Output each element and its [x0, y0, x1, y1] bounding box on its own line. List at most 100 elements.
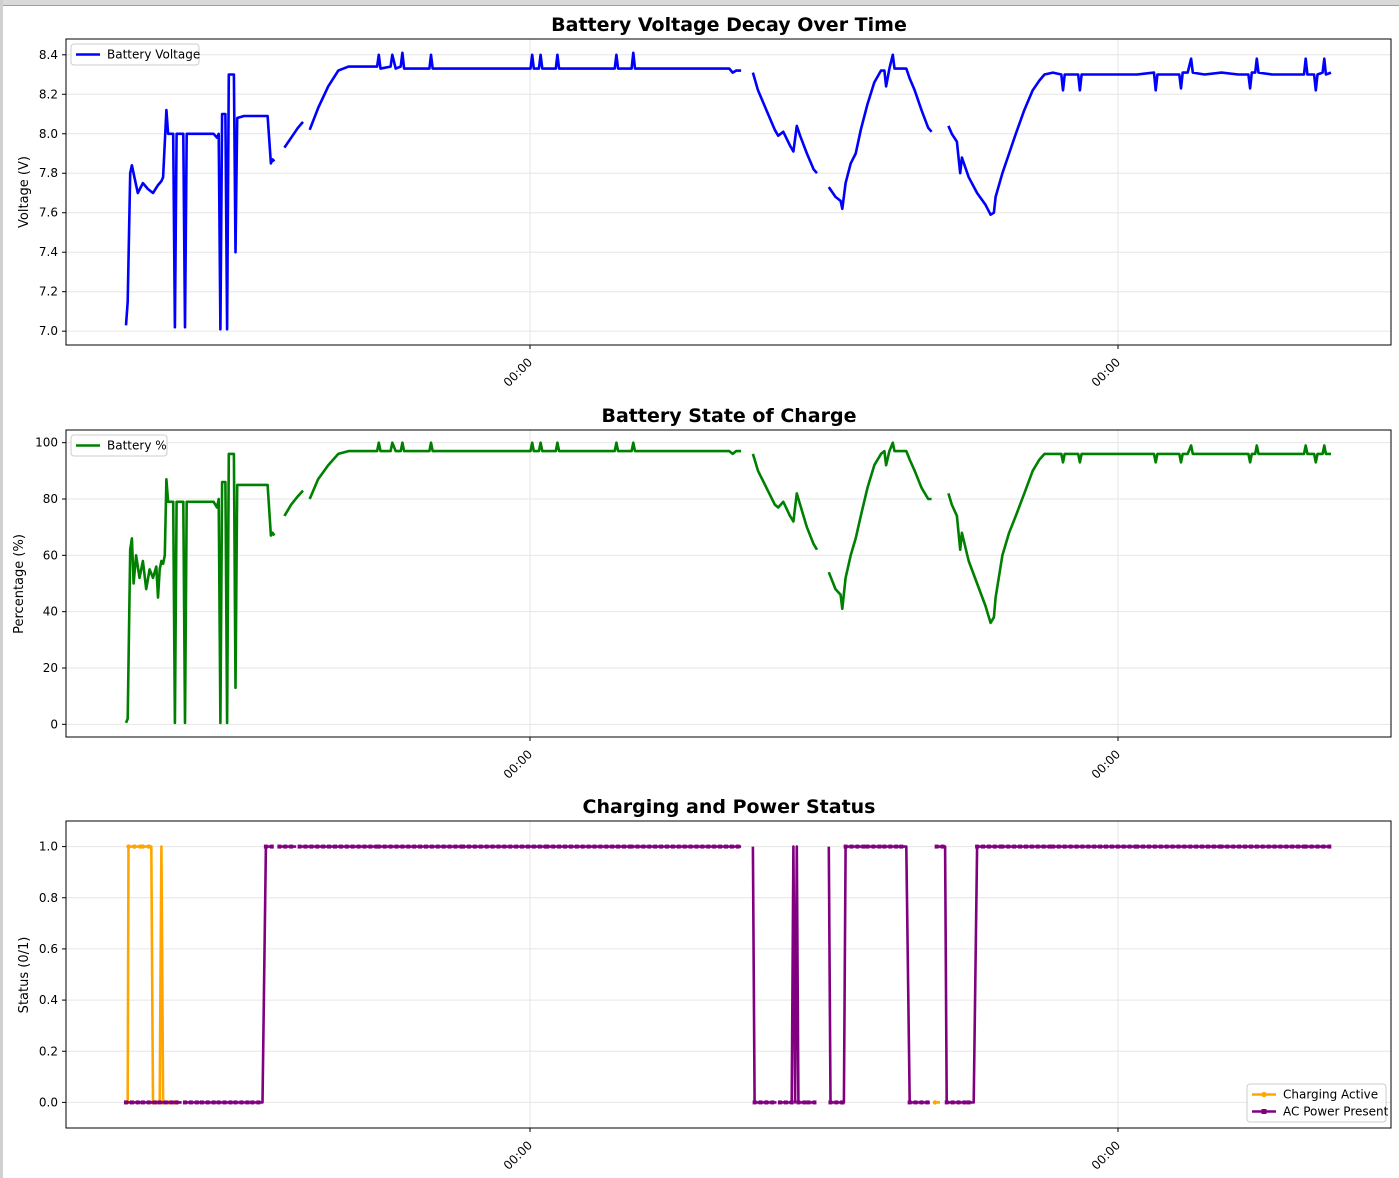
ac-power-present-marker	[412, 844, 417, 849]
ac-power-present-marker	[1194, 844, 1199, 849]
ac-power-present-marker	[344, 844, 349, 849]
ac-power-present-marker	[986, 844, 991, 849]
ac-power-present-marker	[944, 1100, 949, 1105]
battery-line	[124, 452, 276, 725]
ac-power-present-marker	[182, 1100, 187, 1105]
ac-power-present-marker	[394, 844, 399, 849]
ac-power-present-marker	[586, 844, 591, 849]
ac-power-present-marker	[777, 1100, 782, 1105]
window-left-edge	[0, 0, 3, 1178]
ac-power-present-marker	[616, 844, 621, 849]
ac-power-present-marker	[622, 844, 627, 849]
ac-power-present-marker	[368, 844, 373, 849]
ac-power-present-marker	[1023, 844, 1028, 849]
ac-power-present-marker	[1231, 844, 1236, 849]
ac-power-present-marker	[1309, 844, 1314, 849]
ac-power-present-marker	[899, 844, 904, 849]
ac-power-present-marker	[664, 844, 669, 849]
ac-power-present-marker	[849, 844, 854, 849]
ac-power-present-marker	[537, 844, 542, 849]
ac-power-present-marker	[1237, 844, 1242, 849]
soc-y-tick-label: 100	[35, 436, 58, 450]
ac-power-present-marker	[315, 844, 320, 849]
voltage-panel: Battery Voltage Decay Over Time Voltage …	[17, 14, 1392, 390]
ac-power-present-marker	[563, 844, 568, 849]
ac-power-present-marker	[338, 844, 343, 849]
ac-power-present-marker	[568, 844, 573, 849]
ac-power-present-marker	[382, 844, 387, 849]
ac-power-present-marker	[1303, 844, 1308, 849]
battery-voltage-line	[308, 51, 742, 131]
ac-power-present-marker	[1164, 844, 1169, 849]
ac-power-present-marker	[1127, 844, 1132, 849]
ac-power-present-marker	[216, 1100, 221, 1105]
ac-power-present-marker	[940, 844, 945, 849]
voltage-chart-title: Battery Voltage Decay Over Time	[551, 14, 907, 36]
battery-voltage-line	[751, 72, 818, 175]
soc-x-tick-label: 00:00	[1089, 747, 1123, 781]
ac-power-present-marker	[1041, 844, 1046, 849]
ac-power-present-marker	[992, 844, 997, 849]
ac-power-present-marker	[441, 844, 446, 849]
soc-y-tick-label: 0	[50, 717, 58, 731]
status-x-tick-label: 00:00	[501, 1138, 535, 1172]
ac-power-present-marker	[146, 1100, 151, 1105]
ac-power-present-marker	[263, 844, 268, 849]
ac-power-present-marker	[376, 844, 381, 849]
ac-power-present-marker	[429, 844, 434, 849]
soc-x-tick-label: 00:00	[501, 747, 535, 781]
ac-power-present-marker	[1205, 844, 1210, 849]
ac-power-present-marker	[1248, 844, 1253, 849]
ac-power-present-marker	[913, 1100, 918, 1105]
status-y-tick-label: 0.2	[39, 1044, 58, 1058]
ac-power-present-marker	[228, 1100, 233, 1105]
ac-power-present-marker	[1098, 844, 1103, 849]
ac-power-present-marker	[682, 844, 687, 849]
ac-power-present-marker	[861, 844, 866, 849]
ac-power-present-marker	[1062, 844, 1067, 849]
ac-power-present-marker	[418, 844, 423, 849]
ac-power-present-marker	[157, 1100, 162, 1105]
ac-power-present-marker	[327, 844, 332, 849]
ac-power-present-marker	[1284, 844, 1289, 849]
ac-power-present-marker	[1211, 844, 1216, 849]
status-y-tick-label: 1.0	[39, 840, 58, 854]
ac-power-present-marker	[706, 844, 711, 849]
ac-power-present-marker	[135, 1100, 140, 1105]
soc-panel: Battery State of Charge Percentage (%) 0…	[12, 405, 1392, 782]
status-y-tick-label: 0.8	[39, 891, 58, 905]
ac-power-present-marker	[199, 1100, 204, 1105]
ac-power-present-marker	[211, 1100, 216, 1105]
ac-power-present-line	[827, 845, 930, 1104]
charging-active-marker	[932, 1100, 938, 1105]
charging-active-marker	[132, 844, 137, 849]
charging-active-legend-label: Charging Active	[1283, 1088, 1378, 1102]
battery-voltage-legend-label: Battery Voltage	[107, 48, 200, 62]
ac-power-present-marker	[321, 844, 326, 849]
battery-voltage-line	[283, 121, 304, 149]
ac-power-present-marker	[676, 844, 681, 849]
ac-power-present-marker	[980, 844, 985, 849]
ac-power-present-marker	[1152, 844, 1157, 849]
ac-power-present-marker	[882, 844, 887, 849]
status-legend-box	[1246, 1083, 1387, 1123]
voltage-y-tick-label: 7.8	[39, 166, 58, 180]
ac-power-present-marker	[840, 1100, 845, 1105]
ac-power-present-marker	[688, 844, 693, 849]
ac-power-present-marker	[496, 844, 501, 849]
battery-line	[827, 441, 932, 611]
ac-power-present-marker	[694, 844, 699, 849]
ac-power-present-marker	[472, 844, 477, 849]
ac-power-present-marker	[574, 844, 579, 849]
ac-power-present-marker	[289, 844, 294, 849]
ac-power-present-legend-label: AC Power Present	[1283, 1105, 1389, 1119]
voltage-y-tick-label: 8.2	[39, 87, 58, 101]
ac-power-present-marker	[406, 844, 411, 849]
soc-legend: Battery %	[70, 434, 168, 457]
ac-power-present-marker	[1012, 844, 1017, 849]
ac-power-present-marker	[435, 844, 440, 849]
ac-power-present-marker	[400, 844, 405, 849]
ac-power-present-marker	[758, 1100, 763, 1105]
ac-power-present-marker	[423, 844, 428, 849]
ac-power-present-marker	[635, 844, 640, 849]
